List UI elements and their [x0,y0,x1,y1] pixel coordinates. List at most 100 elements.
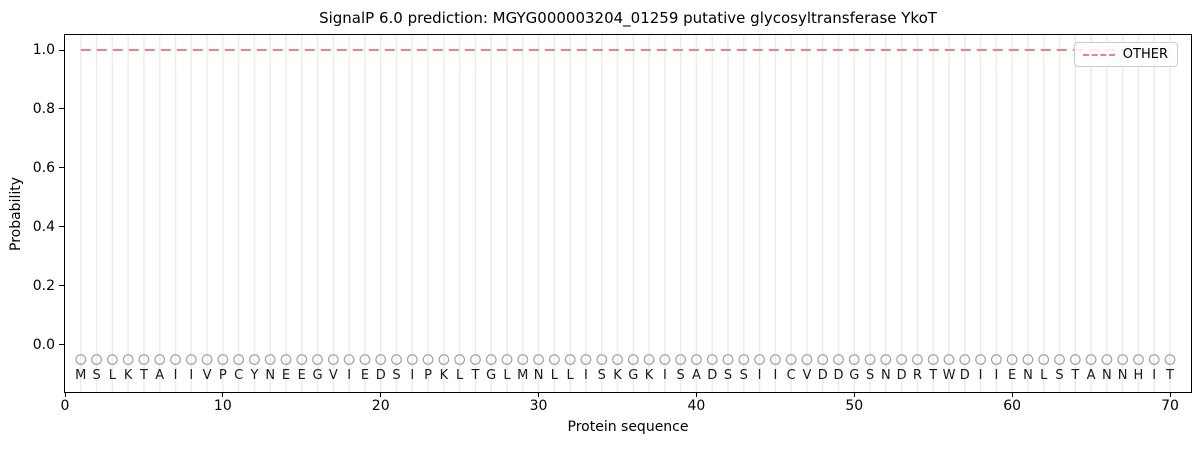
residue-marker-circle [249,354,260,365]
sequence-letter: I [758,368,762,383]
residue-marker-circle [706,354,718,365]
residue-marker-circle [833,354,844,365]
sequence-letter: G [313,368,323,383]
residue-marker-circle [233,354,245,365]
legend-label-other: OTHER [1122,47,1168,62]
sequence-letter: E [298,368,306,383]
x-tick-label: 0 [60,398,70,414]
sequence-letter: L [551,368,559,383]
sequence-letter: L [503,368,511,383]
sequence-letter: E [361,368,369,383]
residue-marker-circle [896,354,908,365]
residue-marker-circle [106,354,118,365]
residue-marker-circle [280,354,292,365]
residue-marker-circle [343,354,355,365]
sequence-letter: R [913,368,922,383]
x-tick-mark [853,393,855,397]
sequence-letter: K [440,368,449,383]
residue-marker-circle [643,354,655,365]
residue-marker-circle [422,354,434,365]
x-tick-mark [1169,393,1171,397]
sequence-letter: S [677,368,685,383]
residue-marker-circle [312,354,323,365]
sequence-letter: G [486,368,496,383]
sequence-letter: S [1055,368,1063,383]
residue-marker-circle [501,354,513,365]
sequence-letter: I [979,368,983,383]
x-tick-mark [222,393,224,397]
sequence-letter: V [203,368,212,383]
x-tick-label: 30 [529,398,548,414]
residue-marker-circle [1022,354,1034,365]
sequence-letter: S [92,368,100,383]
residue-marker-circle [990,354,1002,365]
sequence-letter: I [189,368,193,383]
x-tick-label: 60 [1003,398,1022,414]
sequence-letter: I [663,368,667,383]
sequence-letter: D [833,368,843,383]
x-tick-mark [64,393,66,397]
x-tick-mark [380,393,382,397]
sequence-letter: I [773,368,777,383]
sequence-letter: D [960,368,970,383]
residue-marker-circle [327,354,339,365]
residue-marker-circle [1054,354,1065,365]
sequence-letter: K [645,368,654,383]
residue-marker-circle [785,354,797,365]
residue-marker-circle [122,354,134,365]
sequence-letter: P [424,368,432,383]
sequence-letter: L [456,368,464,383]
legend: OTHER [1073,42,1178,67]
residue-marker-circle [391,354,402,365]
sequence-letter: D [818,368,828,383]
sequence-letter: N [1102,368,1112,383]
x-tick-label: 50 [845,398,864,414]
residue-marker-circle [170,354,181,365]
residue-marker-circle [754,354,765,365]
residue-marker-circle [801,354,813,365]
sequence-letter: M [517,368,528,383]
sequence-letter: G [628,368,638,383]
x-tick-mark [695,393,697,397]
residue-marker-circle [564,354,576,365]
y-tick-mark [59,226,64,228]
y-tick-label: 0.8 [32,100,55,117]
sequence-letter: I [174,368,178,383]
sequence-letter: I [994,368,998,383]
sequence-letter: I [410,368,414,383]
x-tick-label: 70 [1161,398,1179,414]
x-tick-label: 20 [371,398,390,414]
sequence-letter: L [109,368,117,383]
sequence-letter: V [329,368,338,383]
residue-marker-circle [138,354,150,365]
sequence-letter: C [234,368,243,383]
legend-dashed-line-sample [1082,53,1115,56]
residue-marker-circle [454,354,466,365]
y-tick-mark [59,285,64,287]
residue-marker-circle [1085,354,1097,365]
residue-marker-circle [185,354,197,365]
sequence-letter: K [613,368,622,383]
residue-marker-circle [470,354,481,365]
sequence-letter: S [866,368,874,383]
y-tick-mark [59,344,64,346]
sequence-letter: N [881,368,891,383]
residue-marker-circle [91,354,102,365]
sequence-letter: M [75,368,86,383]
residue-marker-circle [438,354,450,365]
residue-marker-circle [612,354,623,365]
residue-marker-circle [485,354,497,365]
sequence-letter: D [376,368,386,383]
residue-marker-circle [296,354,308,365]
sequence-letter: H [1134,368,1144,383]
residue-marker-circle [517,354,529,365]
residue-marker-circle [943,354,955,365]
x-tick-label: 40 [687,398,706,414]
residue-marker-circle [217,354,229,365]
sequence-letter: I [347,368,351,383]
residue-marker-circle [1133,354,1144,365]
residue-marker-circle [359,354,371,365]
